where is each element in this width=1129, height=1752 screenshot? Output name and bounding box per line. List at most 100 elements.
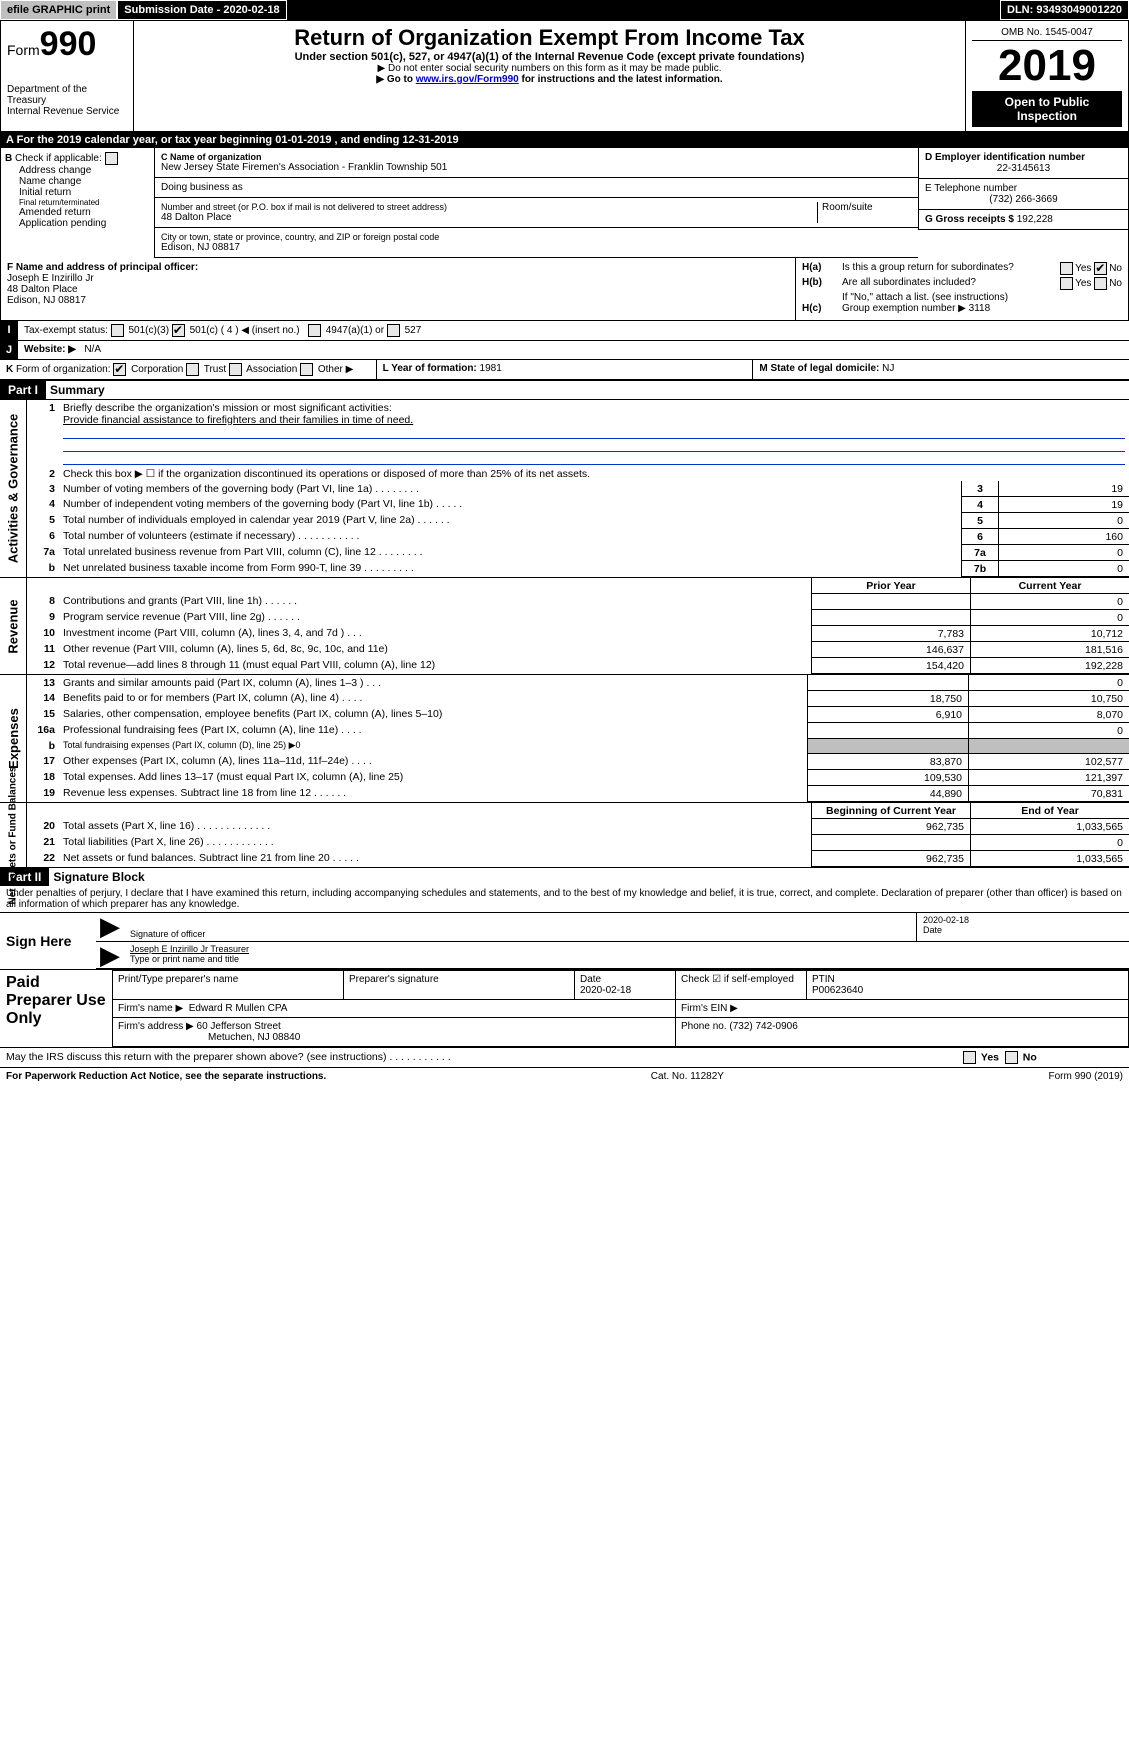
501c3-cb[interactable] [111,324,124,337]
revenue-section: Revenue Prior YearCurrent Year 8Contribu… [0,577,1129,674]
cat-no: Cat. No. 11282Y [651,1071,724,1082]
discuss-yes[interactable] [963,1051,976,1064]
perjury-statement: Under penalties of perjury, I declare th… [0,886,1129,913]
dba-block: Doing business as [155,178,918,198]
f-column: F Name and address of principal officer:… [1,258,796,320]
org-name-block: C Name of organization New Jersey State … [155,148,918,178]
org-name: New Jersey State Firemen's Association -… [161,162,912,173]
addr-change: Address change [19,165,150,176]
corp-cb[interactable] [113,363,126,376]
sign-here-block: Sign Here ▶ Signature of officer 2020-02… [0,913,1129,969]
ptin: P00623640 [812,985,863,996]
initial-return: Initial return [19,187,150,198]
trust-cb[interactable] [186,363,199,376]
dept-treasury: Department of the Treasury [7,84,127,106]
phone-block: E Telephone number (732) 266-3669 [918,179,1128,210]
activities-governance: Activities & Governance 1Briefly describ… [0,400,1129,577]
gross-receipts: G Gross receipts $ 192,228 [918,210,1128,230]
mission: Provide financial assistance to firefigh… [63,414,413,426]
main-block: B Check if applicable: Address change Na… [0,148,1129,258]
summary-table-net: Beginning of Current YearEnd of Year 20T… [27,803,1129,867]
omb-number: OMB No. 1545-0047 [972,25,1122,41]
column-c: C Name of organization New Jersey State … [155,148,918,258]
h-column: H(a) Is this a group return for subordin… [796,258,1128,320]
column-b: B Check if applicable: Address change Na… [1,148,155,258]
pra-notice: For Paperwork Reduction Act Notice, see … [6,1071,326,1082]
sidebar-rev: Revenue [0,578,27,674]
tax-year: 2019 [972,41,1122,91]
f-h-block: F Name and address of principal officer:… [0,258,1129,321]
summary-table-rev: Prior YearCurrent Year 8Contributions an… [27,578,1129,674]
arrow-icon: ▶ [96,913,124,941]
note-ssn: ▶ Do not enter social security numbers o… [140,63,959,74]
room-suite: Room/suite [818,202,912,223]
form-prefix: Form [7,42,40,58]
expenses-section: Expenses 13Grants and similar amounts pa… [0,674,1129,802]
prep-phone: (732) 742-0906 [729,1021,797,1032]
phone: (732) 266-3669 [925,194,1122,205]
footer: For Paperwork Reduction Act Notice, see … [0,1068,1129,1085]
other-cb[interactable] [300,363,313,376]
row-j: J Website: ▶ N/A [0,341,1129,360]
officer-name: Joseph E Inzirillo Jr [7,273,789,284]
form-subtitle: Under section 501(c), 527, or 4947(a)(1)… [140,51,959,63]
form-number-box: Form990 Department of the Treasury Inter… [1,21,134,131]
form-footer: Form 990 (2019) [1049,1071,1123,1082]
firm-addr1: 60 Jefferson Street [197,1021,281,1032]
irs-label: Internal Revenue Service [7,106,127,117]
4947-cb[interactable] [308,324,321,337]
part2-header: Part II Signature Block [0,867,1129,886]
name-change: Name change [19,176,150,187]
527-cb[interactable] [387,324,400,337]
preparer-block: Paid Preparer Use Only Print/Type prepar… [0,969,1129,1048]
submission-date: Submission Date - 2020-02-18 [117,0,286,20]
title-box: Return of Organization Exempt From Incom… [134,21,966,131]
preparer-table: Print/Type preparer's name Preparer's si… [112,970,1129,1047]
ein: 22-3145613 [925,163,1122,174]
form-title: Return of Organization Exempt From Incom… [140,25,959,51]
ha-yes[interactable] [1060,262,1073,275]
firm-name: Edward R Mullen CPA [189,1003,288,1014]
form-number: 990 [40,25,97,63]
ein-block: D Employer identification number 22-3145… [918,148,1128,179]
arrow-icon: ▶ [96,942,124,968]
irs-link[interactable]: www.irs.gov/Form990 [416,74,519,85]
discuss-no[interactable] [1005,1051,1018,1064]
city-block: City or town, state or province, country… [155,228,918,258]
hb-no[interactable] [1094,277,1107,290]
officer-addr: 48 Dalton Place [7,284,789,295]
amended-return: Amended return [19,207,150,218]
top-bar: efile GRAPHIC print Submission Date - 20… [0,0,1129,20]
officer-city: Edison, NJ 08817 [7,295,789,306]
discuss-row: May the IRS discuss this return with the… [0,1048,1129,1068]
row-a: A For the 2019 calendar year, or tax yea… [0,132,1129,148]
column-d: D Employer identification number 22-3145… [918,148,1128,258]
firm-addr2: Metuchen, NJ 08840 [118,1032,300,1043]
addr-block: Number and street (or P.O. box if mail i… [155,198,918,228]
form-header: Form990 Department of the Treasury Inter… [0,20,1129,132]
summary-table-gov: 1Briefly describe the organization's mis… [27,400,1129,577]
app-pending: Application pending [19,218,150,229]
officer-sig-name: Joseph E Inzirillo Jr Treasurer [130,944,1123,954]
paid-preparer-label: Paid Preparer Use Only [0,970,112,1047]
hb-yes[interactable] [1060,277,1073,290]
dln: DLN: 93493049001220 [1000,0,1129,20]
summary-table-exp: 13Grants and similar amounts paid (Part … [27,675,1129,802]
row-i: I Tax-exempt status: 501(c)(3) 501(c) ( … [0,321,1129,341]
city-state-zip: Edison, NJ 08817 [161,242,912,253]
final-return: Final return/terminated [19,198,150,207]
year-box: OMB No. 1545-0047 2019 Open to Public In… [966,21,1128,131]
open-public: Open to Public Inspection [972,91,1122,127]
part1-header: Part I Summary [0,380,1129,400]
ha-no[interactable] [1094,262,1107,275]
efile-badge: efile GRAPHIC print [0,0,117,20]
sign-here-label: Sign Here [0,913,96,969]
501c-cb[interactable] [172,324,185,337]
street-address: 48 Dalton Place [161,212,813,223]
website: N/A [84,344,101,355]
net-assets-section: Net Assets or Fund Balances Beginning of… [0,802,1129,867]
assoc-cb[interactable] [229,363,242,376]
checkbox[interactable] [105,152,118,165]
sidebar-net: Net Assets or Fund Balances [0,803,27,867]
note-url: ▶ Go to www.irs.gov/Form990 for instruct… [140,74,959,85]
